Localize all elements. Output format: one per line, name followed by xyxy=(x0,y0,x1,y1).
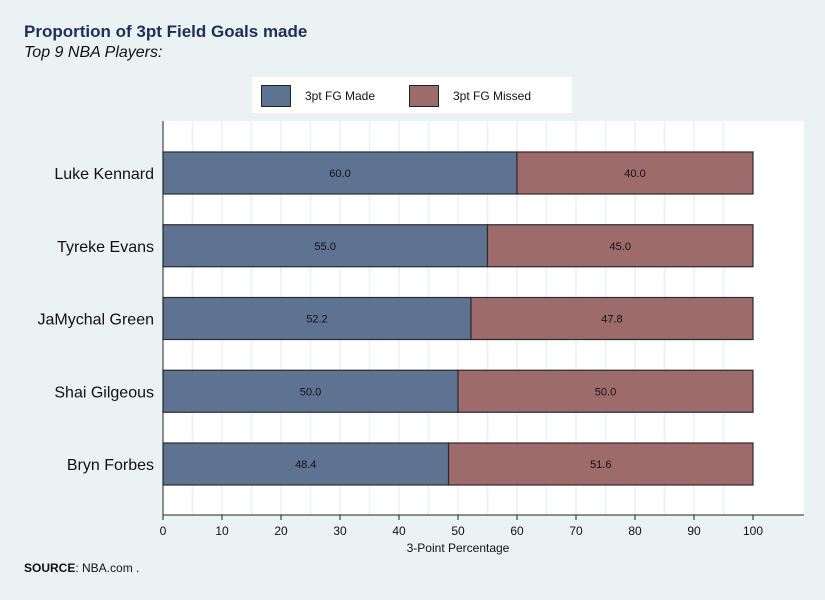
category-labels: Luke Kennard Tyreke Evans JaMychal Green Sh… xyxy=(38,166,155,474)
source-label: SOURCE xyxy=(24,561,76,575)
legend-label-made: 3pt FG Made xyxy=(305,89,376,103)
x-tick-label: 80 xyxy=(628,524,642,538)
category-label: Luke Kennard xyxy=(54,166,154,183)
bar-missed xyxy=(457,369,754,413)
data-label: 47.8 xyxy=(601,314,622,326)
x-tick-label: 50 xyxy=(451,524,465,538)
data-label: 55.0 xyxy=(315,241,336,253)
chart-subtitle: Top 9 NBA Players: xyxy=(24,44,163,61)
x-axis-label: 3-Point Percentage xyxy=(407,541,510,555)
category-label: Shai Gilgeous xyxy=(54,384,154,401)
x-tick-label: 60 xyxy=(510,524,524,538)
legend: 3pt FG Made 3pt FG Missed xyxy=(252,77,572,113)
x-tick-label: 70 xyxy=(569,524,583,538)
data-label: 51.6 xyxy=(590,459,611,471)
x-tick-label: 10 xyxy=(215,524,229,538)
bar-made xyxy=(162,442,450,486)
data-label: 52.2 xyxy=(306,314,327,326)
bar-made xyxy=(162,224,489,268)
source-note: SOURCE: NBA.com . xyxy=(24,561,139,575)
bar-missed xyxy=(486,224,754,268)
x-tick-label: 0 xyxy=(160,524,167,538)
data-label: 50.0 xyxy=(300,386,321,398)
data-label: 45.0 xyxy=(610,241,631,253)
bar-missed xyxy=(470,296,754,341)
legend-label-missed: 3pt FG Missed xyxy=(453,89,532,103)
category-label: JaMychal Green xyxy=(38,312,155,329)
x-tick-label: 20 xyxy=(274,524,288,538)
data-label: 40.0 xyxy=(624,168,645,180)
source-text: : NBA.com . xyxy=(75,561,140,575)
legend-item-made: 3pt FG Made xyxy=(261,85,375,107)
x-tick-label: 100 xyxy=(743,524,763,538)
chart-title: Proportion of 3pt Field Goals made xyxy=(24,22,308,41)
legend-item-missed: 3pt FG Missed xyxy=(409,85,531,107)
x-tick-label: 90 xyxy=(687,524,701,538)
category-label: Bryn Forbes xyxy=(67,457,154,474)
legend-swatch-made xyxy=(261,85,291,107)
bar-missed xyxy=(516,151,754,195)
axes: 0 10 20 30 40 50 60 70 80 90 100 3-Point Percentage xyxy=(160,121,804,555)
data-label: 48.4 xyxy=(295,459,316,471)
x-tick-label: 40 xyxy=(392,524,406,538)
bars: 60.0 40.0 55.0 45.0 52.2 47.8 50.0 50.0 48.4 51.6 xyxy=(162,151,754,486)
x-tick-label: 30 xyxy=(333,524,347,538)
data-label: 60.0 xyxy=(329,168,350,180)
category-label: Tyreke Evans xyxy=(57,239,154,256)
data-label: 50.0 xyxy=(595,386,616,398)
legend-swatch-missed xyxy=(409,85,439,107)
bar-missed xyxy=(447,442,754,486)
